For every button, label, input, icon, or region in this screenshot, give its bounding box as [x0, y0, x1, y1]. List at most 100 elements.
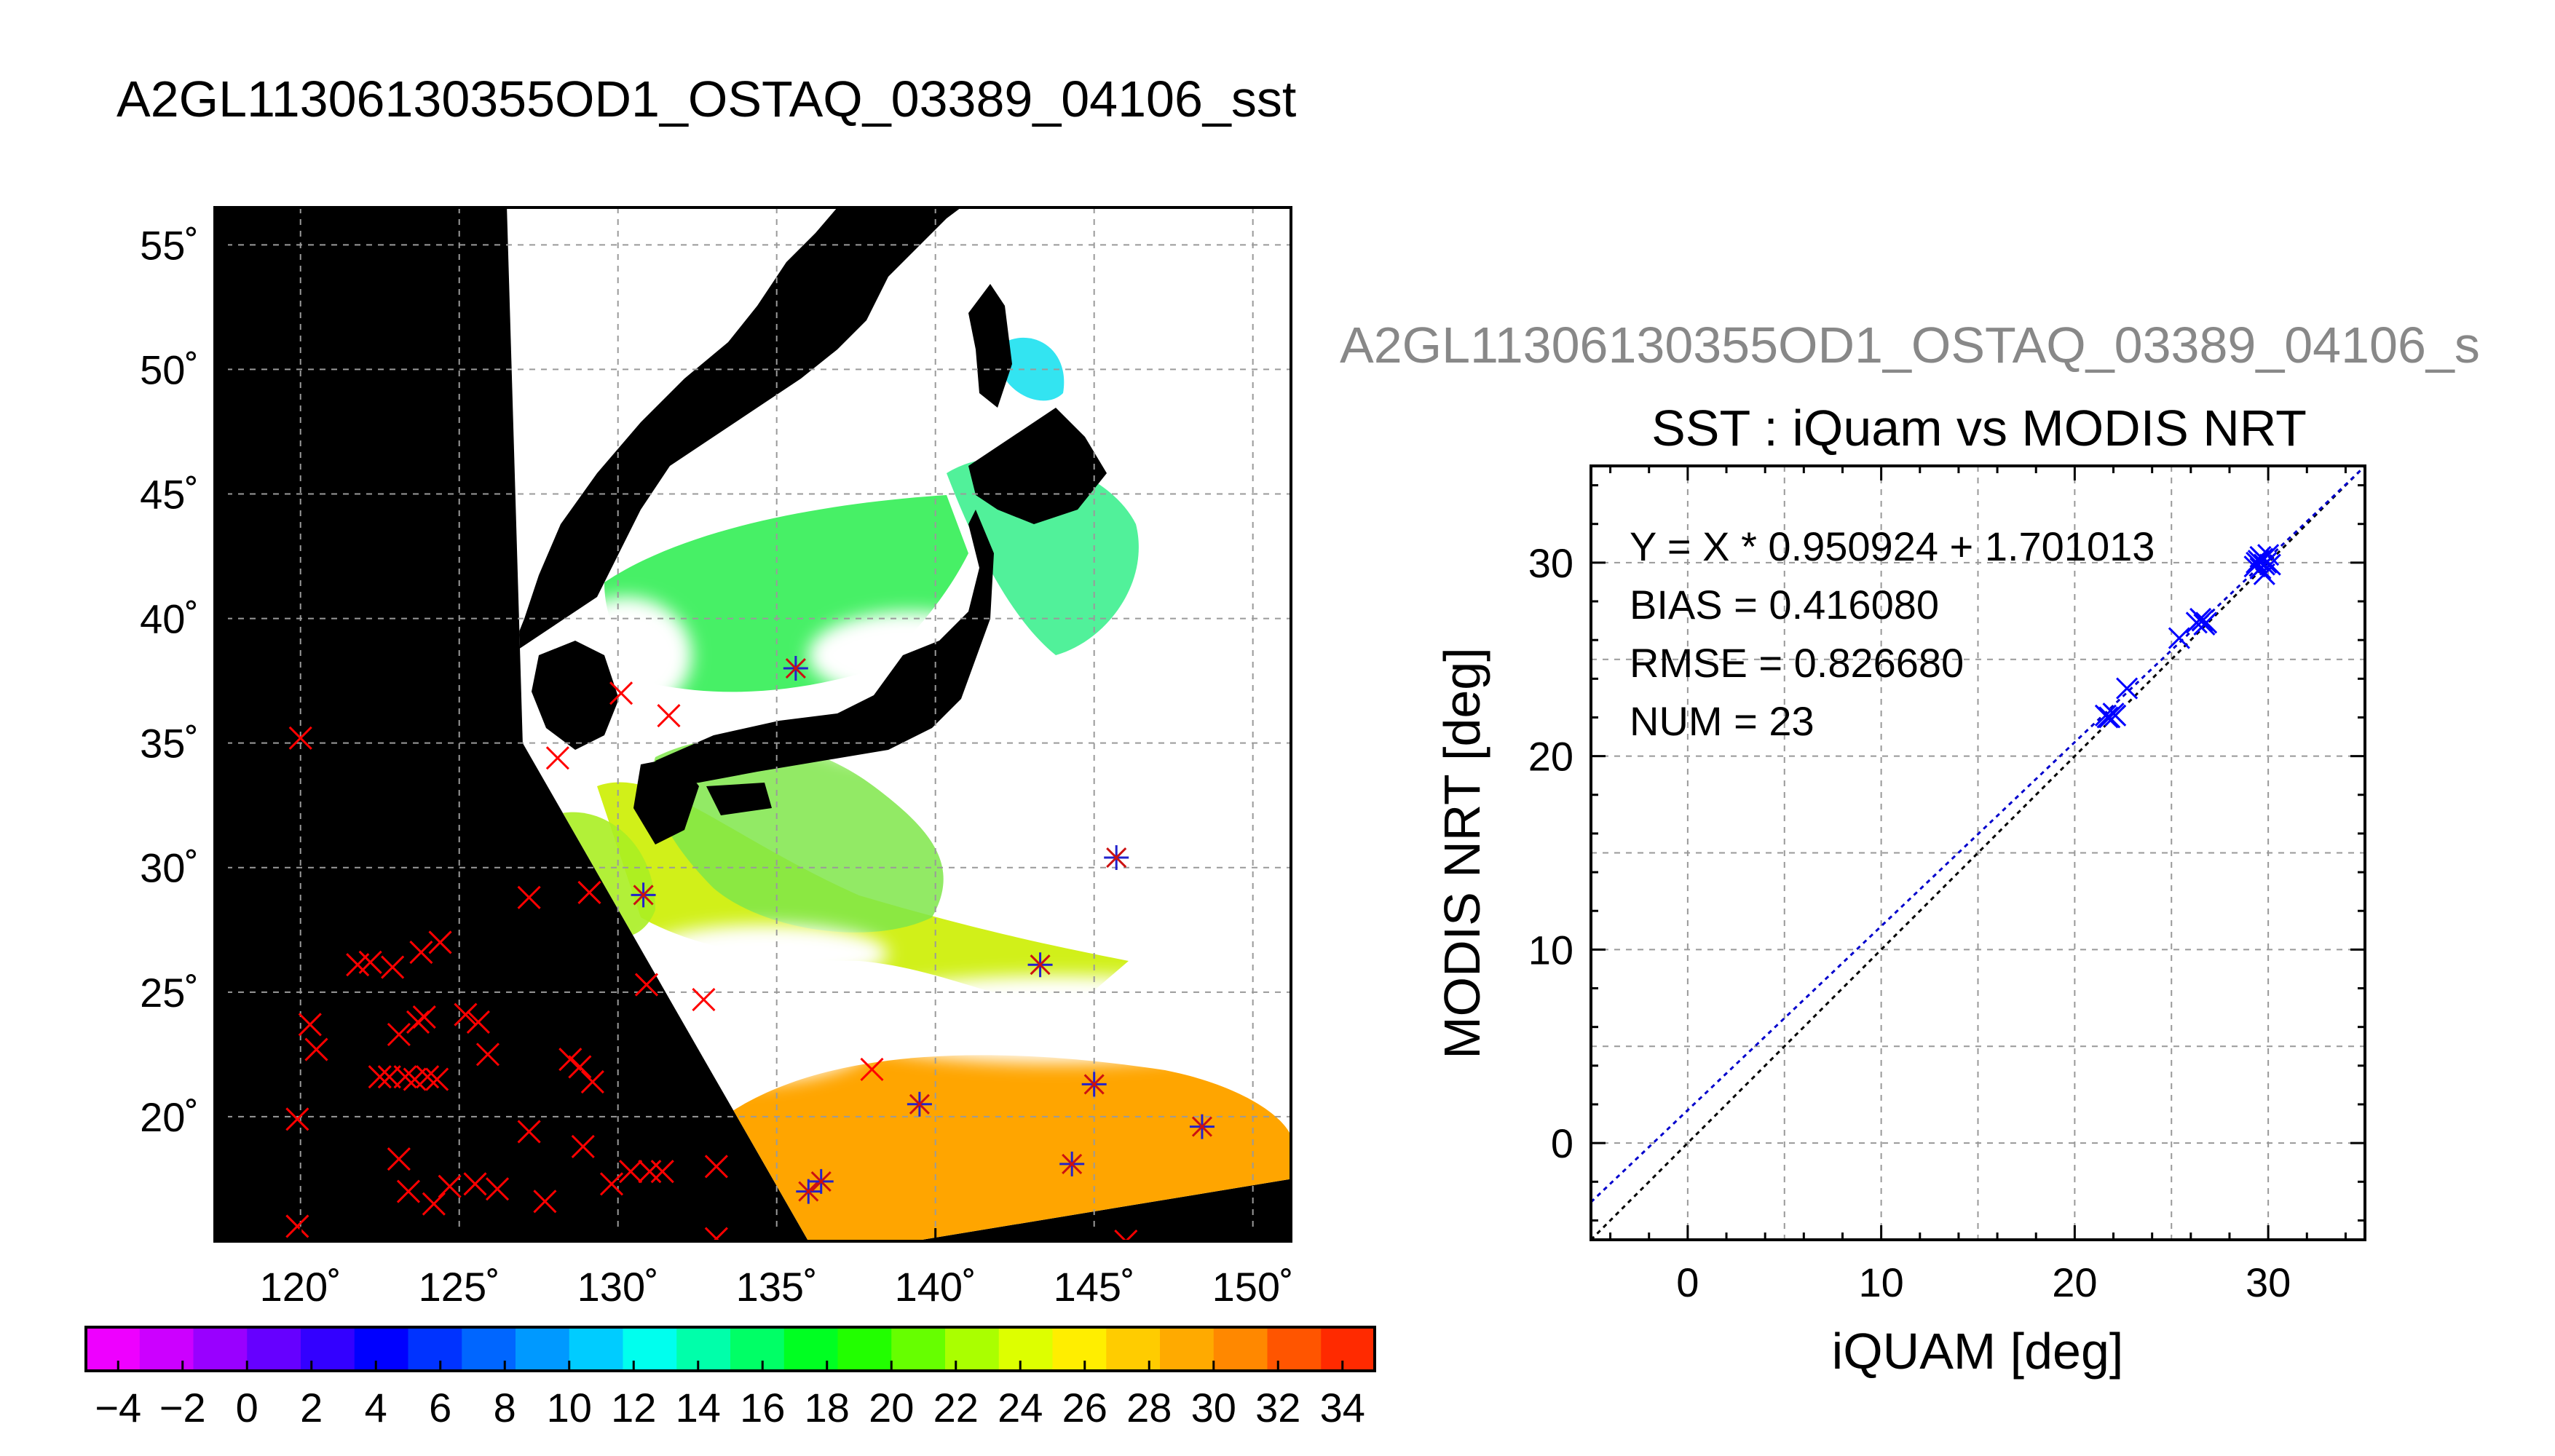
colorbar-cell: [1267, 1327, 1322, 1371]
y-axis-label: MODIS NRT [deg]: [1434, 647, 1490, 1059]
buoy-marker: [634, 973, 659, 997]
colorbar-tick-label: 34: [1320, 1385, 1365, 1431]
map-x-tick-label: 140˚: [895, 1264, 976, 1310]
buoy-marker: [568, 1055, 592, 1079]
buoy-marker: [368, 1065, 392, 1089]
land-kyushu: [633, 757, 699, 844]
colorbar-cell: [1321, 1327, 1375, 1371]
buoy-marker: [393, 1065, 417, 1089]
scatter-header: A2GL11306130355OD1_OSTAQ_03389_04106_s: [1340, 317, 2480, 373]
matchup-marker-x: [785, 657, 806, 679]
map-y-tick-label: 50˚: [140, 347, 199, 392]
matchup-marker-x: [1062, 1153, 1083, 1174]
map-x-tick-label: 120˚: [260, 1264, 341, 1310]
scatter-points: [2094, 544, 2281, 729]
scatter-x-tick-label: 20: [2052, 1259, 2097, 1305]
buoy-marker: [358, 950, 382, 974]
colorbar-cells: [86, 1327, 1375, 1371]
colorbar-cell: [945, 1327, 1000, 1371]
matchup-marker-x: [909, 1093, 930, 1115]
sst-map: 120˚ 125˚ 130˚ 135˚ 140˚ 145˚ 150˚ 20˚ 25˚ 30˚ 35˚…: [140, 206, 1294, 1310]
colorbar-cell: [569, 1327, 624, 1371]
map-y-tick-label: 25˚: [140, 970, 199, 1016]
annotation-rmse: RMSE = 0.826680: [1630, 640, 1964, 686]
map-x-tick-label: 125˚: [419, 1264, 500, 1310]
buoy-marker: [428, 930, 452, 954]
colorbar-cell: [462, 1327, 516, 1371]
buoy-marker: [638, 1160, 662, 1184]
buoy-markers: [285, 681, 1138, 1241]
buoy-marker: [387, 1147, 411, 1171]
scatter-point: [2104, 704, 2127, 727]
buoy-marker: [454, 1002, 478, 1026]
land-honshu: [655, 510, 994, 786]
colorbar-tick-label: 22: [933, 1385, 979, 1431]
colorbar-tick-label: 16: [740, 1385, 785, 1431]
land-korea: [532, 641, 619, 750]
scatter-point: [2259, 553, 2281, 576]
map-axis-labels: 120˚ 125˚ 130˚ 135˚ 140˚ 145˚ 150˚ 20˚ 25˚ 30˚ 35˚…: [140, 222, 1294, 1310]
matchup-marker-x: [1030, 954, 1051, 976]
scatter-axis-ticks: 0 10 20 30 0 10 20 30: [1528, 466, 2365, 1305]
x-axis-label: iQUAM [deg]: [1832, 1323, 2124, 1380]
map-y-tick-label: 55˚: [140, 222, 199, 268]
buoy-marker: [396, 1179, 421, 1203]
colorbar-tick-label: 14: [676, 1385, 721, 1431]
colorbar-cell: [86, 1327, 141, 1371]
map-y-tick-label: 40˚: [140, 596, 199, 642]
buoy-marker: [704, 1155, 728, 1179]
scatter-x-tick-label: 10: [1858, 1259, 1903, 1305]
colorbar-cell: [193, 1327, 248, 1371]
scatter-title: SST : iQuam vs MODIS NRT: [1651, 400, 2307, 456]
scatter-point: [2168, 627, 2190, 649]
buoy-marker: [860, 1057, 884, 1081]
map-y-tick-label: 30˚: [140, 845, 199, 891]
colorbar-tick-label: 24: [998, 1385, 1043, 1431]
colorbar-tick-label: 18: [805, 1385, 850, 1431]
colorbar-cell: [783, 1327, 839, 1371]
land-shikoku: [706, 783, 772, 815]
map-x-tick-label: 145˚: [1054, 1264, 1135, 1310]
land-hokkaido: [968, 408, 1107, 524]
colorbar-tick-label: 20: [869, 1385, 914, 1431]
buoy-marker: [285, 1107, 309, 1131]
buoy-marker: [288, 726, 312, 750]
scatter-point: [2246, 551, 2268, 574]
buoy-marker: [533, 1190, 557, 1214]
colorbar-cell: [301, 1327, 355, 1371]
map-x-tick-label: 135˚: [736, 1264, 818, 1310]
scatter-point: [2096, 706, 2119, 729]
colorbar-cell: [837, 1327, 893, 1371]
buoy-marker: [650, 1160, 674, 1184]
buoy-marker: [609, 681, 633, 705]
scatter-y-tick-label: 20: [1528, 734, 1573, 780]
matchup-marker-x: [1083, 1074, 1105, 1095]
buoy-marker: [599, 1172, 624, 1196]
matchup-markers: [631, 656, 1215, 1204]
colorbar-cell: [998, 1327, 1054, 1371]
colorbar-cell: [1052, 1327, 1107, 1371]
map-frame: [213, 206, 1292, 1243]
colorbar-cell: [1213, 1327, 1268, 1371]
colorbar-cell: [1106, 1327, 1161, 1371]
buoy-marker: [466, 1010, 490, 1034]
map-x-tick-label: 150˚: [1212, 1264, 1294, 1310]
colorbar-tick-label: 2: [300, 1385, 323, 1431]
scatter-y-tick-label: 0: [1551, 1120, 1573, 1166]
map-y-tick-label: 45˚: [140, 471, 199, 517]
colorbar-ticks: −4 −2 0 2 4 6 8 10 12 14 16 18 20 22 24 26 28 30 32 34: [95, 1361, 1365, 1431]
buoy-marker: [558, 1048, 583, 1072]
buoy-marker: [285, 1214, 309, 1238]
scatter-point: [2116, 677, 2139, 700]
scatter-frame: [1590, 464, 2366, 1241]
scatter-y-tick-label: 30: [1528, 540, 1573, 586]
buoy-marker: [298, 1013, 322, 1037]
matchup-marker-x: [1191, 1116, 1212, 1137]
buoy-marker: [381, 955, 405, 979]
map-x-tick-label: 130˚: [577, 1264, 659, 1310]
map-y-tick-label: 35˚: [140, 721, 199, 767]
buoy-marker: [1114, 1229, 1138, 1241]
regression-fit-line: [1591, 466, 2365, 1203]
sst-field-warm-south: [699, 1055, 1291, 1241]
matchup-marker-x: [1106, 847, 1127, 869]
